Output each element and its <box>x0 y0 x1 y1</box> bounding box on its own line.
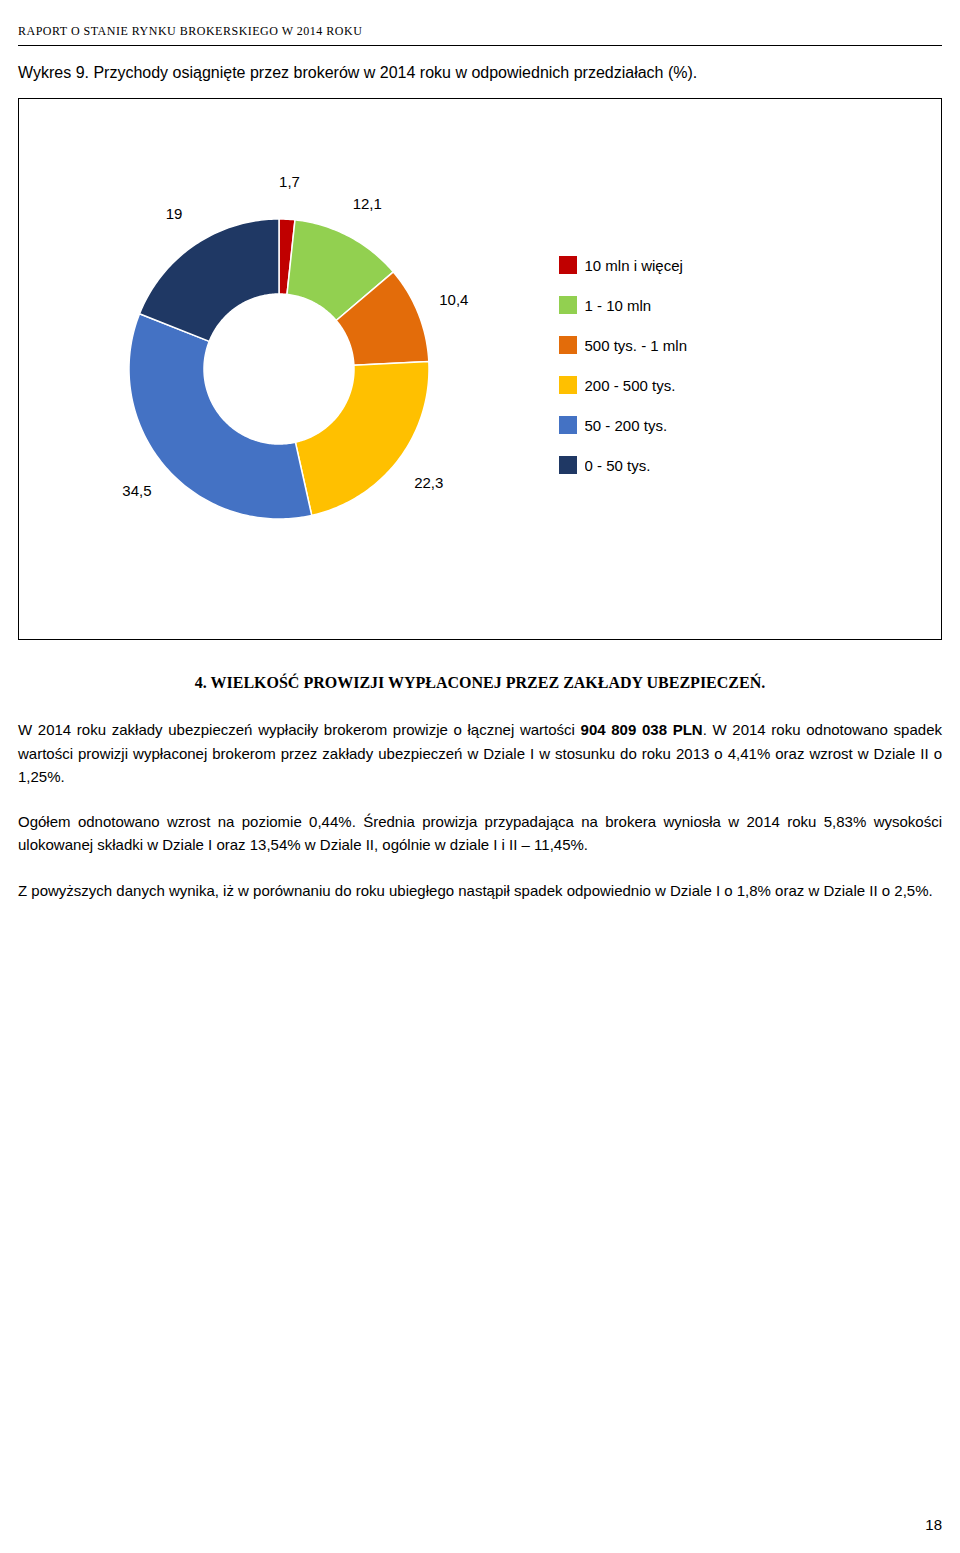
html-text:18: 18 <box>925 1516 942 1533</box>
html-text:W 2014 roku zakłady ubezpiecze: W 2014 roku zakłady ubezpieczeń wypłacił… <box>18 721 942 785</box>
html-text:1 - 10 mln: 1 - 10 mln <box>584 296 652 314</box>
html-text:4. WIELKOŚĆ PROWIZJI WYPŁACONE: 4. WIELKOŚĆ PROWIZJI WYPŁACONEJ PRZEZ ZA… <box>194 674 766 692</box>
html-text:Z powyższych danych wynika, iż: Z powyższych danych wynika, iż w porówna… <box>18 881 933 899</box>
html-text:Wykres 9. Przychody osiągnięte: Wykres 9. Przychody osiągnięte przez bro… <box>18 64 698 81</box>
html-text:0 - 50 tys.: 0 - 50 tys. <box>584 456 651 474</box>
html-text:RAPORT O STANIE RYNKU BROKERSK: RAPORT O STANIE RYNKU BROKERSKIEGO W 201… <box>18 24 363 38</box>
svg-text:34,5: 34,5 <box>122 482 151 499</box>
html-text:10 mln i więcej: 10 mln i więcej <box>584 256 683 274</box>
html-text:500 tys. - 1 mln: 500 tys. - 1 mln <box>584 336 687 354</box>
html-text:Ogółem odnotowano wzrost na po: Ogółem odnotowano wzrost na poziomie 0,4… <box>18 813 942 854</box>
html-text:50 - 200 tys.: 50 - 200 tys. <box>584 416 667 434</box>
svg-text:12,1: 12,1 <box>353 195 382 212</box>
svg-text:19: 19 <box>166 206 183 223</box>
svg-text:10,4: 10,4 <box>439 292 468 309</box>
html-text:200 - 500 tys.: 200 - 500 tys. <box>584 376 676 394</box>
svg-text:1,7: 1,7 <box>279 173 300 190</box>
svg-text:22,3: 22,3 <box>414 474 443 491</box>
